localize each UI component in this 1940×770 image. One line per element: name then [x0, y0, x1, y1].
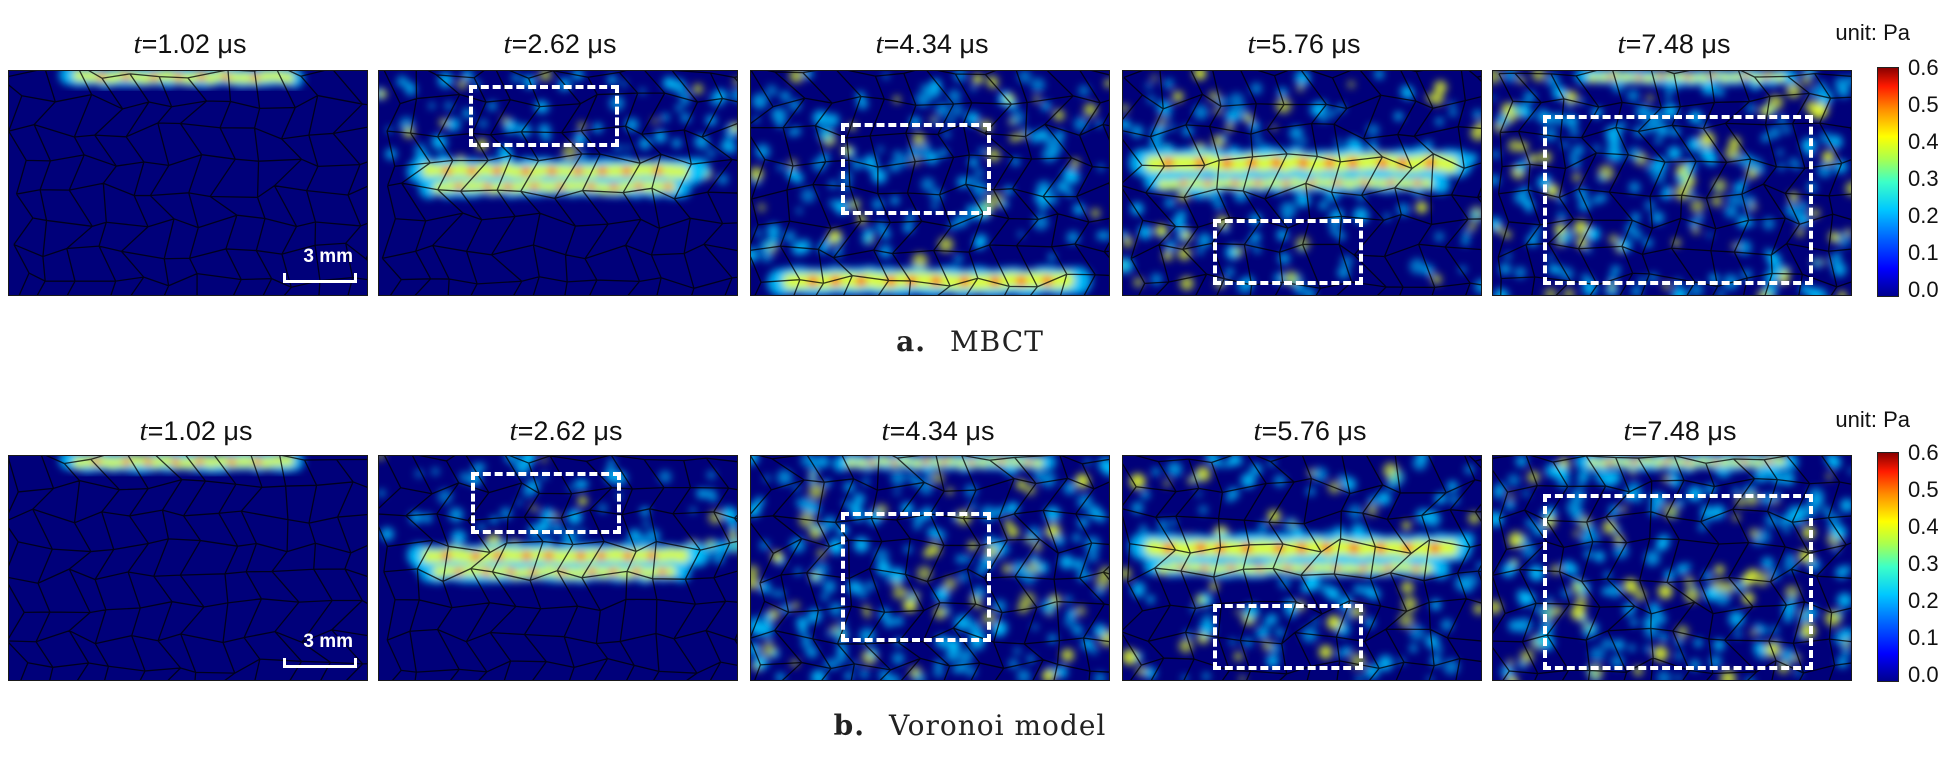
time-label-2: t=2.62 μs — [503, 28, 617, 60]
highlight-box — [469, 85, 619, 147]
colorbar-tick: 0.0 — [1908, 662, 1939, 687]
scale-bar — [283, 273, 357, 283]
unit-label: unit: Pa — [1835, 20, 1910, 45]
stress-field-panel-3 — [750, 455, 1110, 681]
row-mbct: t=1.02 μs t=2.62 μs t=4.34 μs t=5.76 μs … — [0, 0, 1940, 360]
scale-bar-label: 3 mm — [303, 246, 353, 267]
stress-field-image — [9, 71, 367, 295]
colorbar — [1877, 67, 1899, 297]
colorbar-tick: 0.1 — [1908, 625, 1939, 650]
colorbar-tick: 0.5 — [1908, 92, 1939, 117]
highlight-box — [1213, 604, 1363, 670]
stress-field-image — [9, 456, 367, 680]
time-label-3: t=4.34 μs — [881, 415, 995, 447]
stress-field-panel-1: 3 mm — [8, 70, 368, 296]
colorbar-tick: 0.4 — [1908, 514, 1939, 539]
time-label-4: t=5.76 μs — [1253, 415, 1367, 447]
stress-field-panel-2 — [378, 455, 738, 681]
stress-field-panel-5 — [1492, 455, 1852, 681]
stress-field-image — [379, 456, 737, 680]
stress-field-panel-5 — [1492, 70, 1852, 296]
time-label-2: t=2.62 μs — [509, 415, 623, 447]
time-label-1: t=1.02 μs — [139, 415, 253, 447]
stress-field-image — [751, 71, 1109, 295]
colorbar-tick: 0.3 — [1908, 166, 1939, 191]
time-label-4: t=5.76 μs — [1247, 28, 1361, 60]
highlight-box — [1543, 494, 1813, 670]
colorbar-tick: 0.0 — [1908, 277, 1939, 302]
colorbar-tick: 0.6 — [1908, 55, 1939, 80]
stress-field-image — [1123, 71, 1481, 295]
stress-field-image — [751, 456, 1109, 680]
stress-field-panel-1: 3 mm — [8, 455, 368, 681]
caption-b: b. Voronoi model — [833, 709, 1107, 742]
colorbar-tick: 0.5 — [1908, 477, 1939, 502]
time-label-5: t=7.48 μs — [1623, 415, 1737, 447]
stress-field-panel-4 — [1122, 70, 1482, 296]
highlight-box — [1213, 219, 1363, 285]
scale-bar-label: 3 mm — [303, 631, 353, 652]
stress-field-panel-3 — [750, 70, 1110, 296]
stress-field-panel-2 — [378, 70, 738, 296]
time-label-3: t=4.34 μs — [875, 28, 989, 60]
highlight-box — [1543, 115, 1813, 285]
stress-field-panel-4 — [1122, 455, 1482, 681]
colorbar — [1877, 452, 1899, 682]
row-voronoi: t=1.02 μs t=2.62 μs t=4.34 μs t=5.76 μs … — [0, 385, 1940, 745]
highlight-box — [841, 512, 991, 642]
time-label-5: t=7.48 μs — [1617, 28, 1731, 60]
scale-bar — [283, 658, 357, 668]
colorbar-tick: 0.1 — [1908, 240, 1939, 265]
colorbar-tick: 0.2 — [1908, 588, 1939, 613]
unit-label: unit: Pa — [1835, 407, 1910, 432]
colorbar-tick: 0.6 — [1908, 440, 1939, 465]
stress-field-image — [1493, 456, 1851, 680]
colorbar-tick: 0.3 — [1908, 551, 1939, 576]
colorbar-tick: 0.4 — [1908, 129, 1939, 154]
highlight-box — [841, 123, 991, 215]
time-label-1: t=1.02 μs — [133, 28, 247, 60]
highlight-box — [471, 472, 621, 534]
colorbar-tick: 0.2 — [1908, 203, 1939, 228]
stress-field-image — [379, 71, 737, 295]
stress-field-image — [1123, 456, 1481, 680]
caption-a: a. MBCT — [896, 325, 1044, 358]
